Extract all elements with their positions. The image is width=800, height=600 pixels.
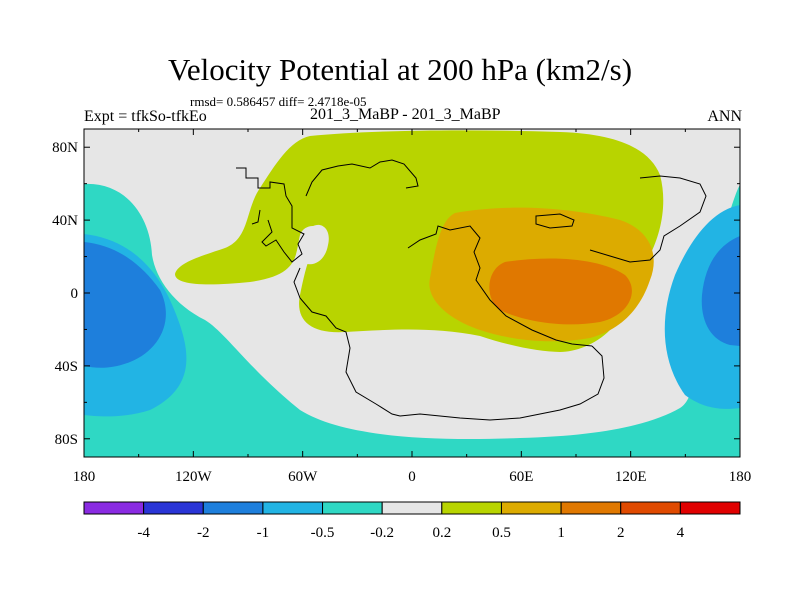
y-tick-label: 40S — [55, 359, 78, 375]
contour-blue-east — [701, 236, 740, 346]
contour-teal-band — [84, 183, 740, 457]
coastlines — [236, 159, 707, 421]
colorbar-label: -2 — [197, 525, 210, 541]
colorbar-swatch — [441, 501, 502, 515]
case-label: 201_3_MaBP - 201_3_MaBP — [310, 106, 501, 123]
colorbar-swatch — [322, 501, 383, 515]
y-tick-label: 40N — [52, 213, 78, 229]
colorbar-swatch — [381, 501, 443, 515]
colorbar-label: 0.5 — [492, 525, 511, 541]
stats-label: rmsd= 0.586457 diff= 2.4718e-05 — [190, 94, 367, 109]
colorbar-swatch — [560, 501, 622, 515]
colorbar-swatch — [143, 501, 204, 515]
colorbar-swatch — [202, 501, 264, 515]
colorbar-label: -4 — [137, 525, 150, 541]
colorbar-label: 2 — [617, 525, 625, 541]
x-tick-label: 60E — [509, 469, 533, 485]
colorbar-label: 4 — [677, 525, 685, 541]
x-tick-label: 180 — [73, 469, 96, 485]
y-tick-label: 80S — [55, 432, 78, 448]
colorbar-swatch — [620, 501, 681, 515]
experiment-label: Expt = tfkSo-tfkEo — [84, 108, 207, 125]
x-tick-label: 120E — [615, 469, 647, 485]
colorbar: -4 -2 -1 -0.5 -0.2 0.2 0.5 1 2 4 — [83, 501, 741, 541]
colorbar-swatch — [83, 501, 145, 515]
x-tick-label: 60W — [288, 469, 318, 485]
contour-neutral-hole — [299, 224, 329, 265]
x-tick-label: 120W — [175, 469, 213, 485]
axis-labels: 180 120W 60W 0 60E 120E 180 80N 40N 0 40S 80S — [52, 140, 751, 485]
colorbar-swatch — [500, 501, 562, 515]
colorbar-label: 1 — [557, 525, 565, 541]
x-tick-label: 180 — [729, 469, 752, 485]
contour-blue-west — [84, 242, 166, 368]
season-label: ANN — [707, 108, 742, 125]
y-tick-label: 0 — [71, 286, 79, 302]
colorbar-label: -0.5 — [311, 525, 335, 541]
x-tick-label: 0 — [408, 469, 416, 485]
colorbar-swatch — [262, 501, 324, 515]
colorbar-label: -1 — [257, 525, 270, 541]
colorbar-label: 0.2 — [432, 525, 451, 541]
colorbar-swatch — [679, 501, 741, 515]
axis-ticks — [83, 129, 741, 457]
colorbar-label: -0.2 — [370, 525, 394, 541]
y-tick-label: 80N — [52, 140, 78, 156]
contour-orange-core — [489, 258, 632, 325]
chart-title: Velocity Potential at 200 hPa (km2/s) — [167, 52, 633, 87]
